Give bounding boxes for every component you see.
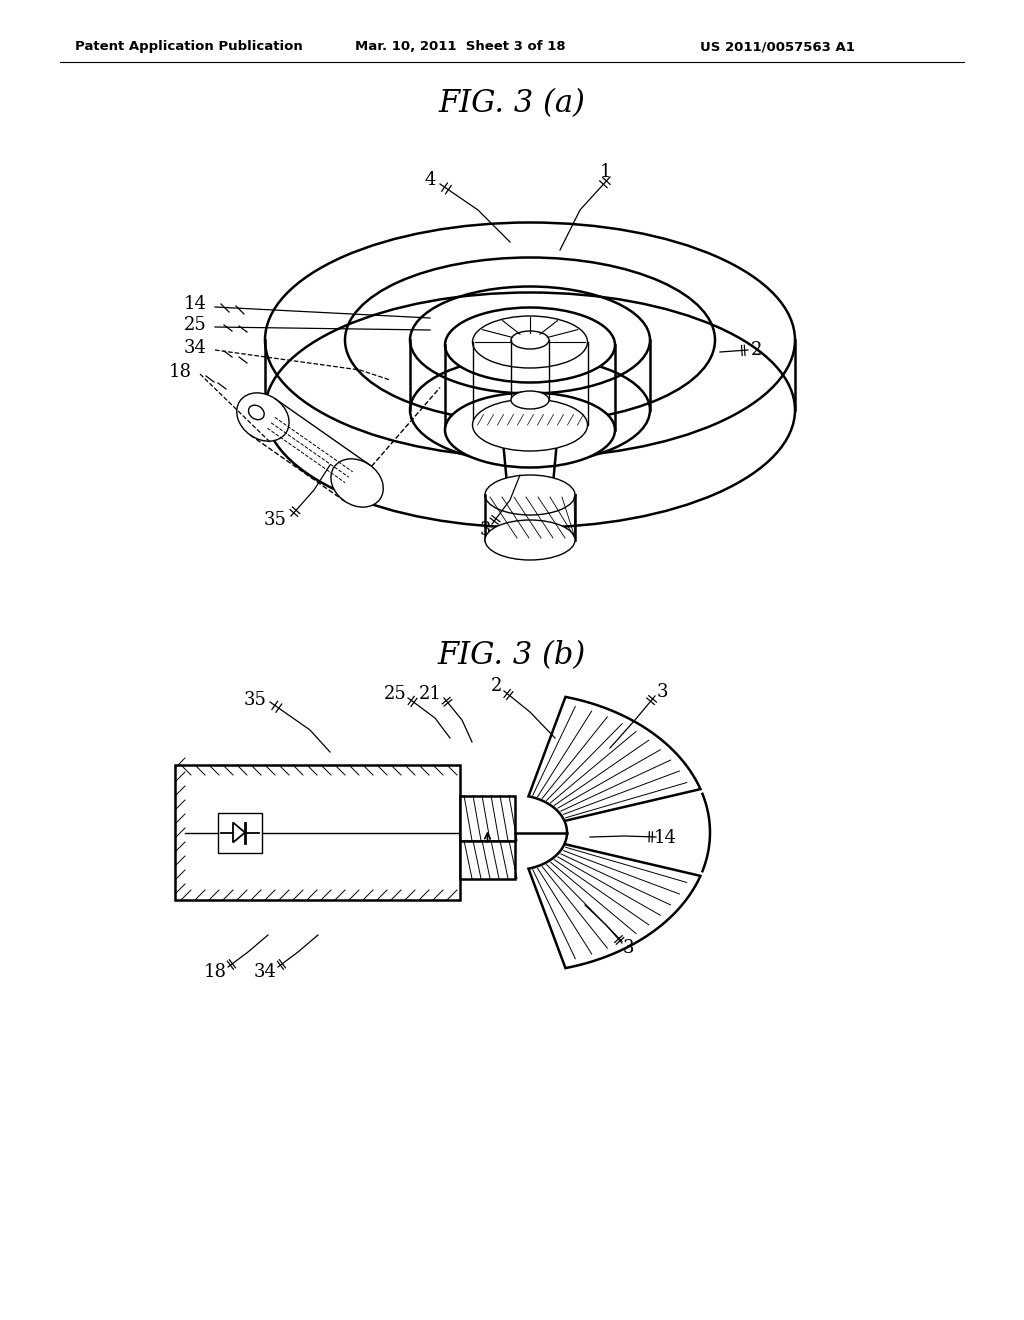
Ellipse shape [511,331,549,348]
Text: 14: 14 [183,294,207,313]
Text: 3: 3 [656,682,668,701]
Text: 25: 25 [384,685,407,704]
Text: 3: 3 [479,521,490,539]
Text: 25: 25 [183,315,207,334]
Ellipse shape [472,315,588,368]
Ellipse shape [445,392,615,467]
Text: Mar. 10, 2011  Sheet 3 of 18: Mar. 10, 2011 Sheet 3 of 18 [355,40,565,53]
Text: 2: 2 [751,341,762,359]
Text: 21: 21 [419,685,441,704]
Bar [175,766,460,900]
Ellipse shape [511,391,549,409]
Polygon shape [528,843,700,968]
Text: 18: 18 [169,363,191,381]
Bar [218,813,262,853]
Text: 3: 3 [623,939,634,957]
Text: 1: 1 [599,162,610,181]
Text: 2: 2 [492,677,503,696]
Text: FIG. 3 (b): FIG. 3 (b) [438,640,586,671]
Text: 14: 14 [653,829,677,847]
Ellipse shape [485,475,575,515]
Text: Patent Application Publication: Patent Application Publication [75,40,303,53]
Ellipse shape [472,399,588,451]
Text: 34: 34 [254,964,276,981]
Text: FIG. 3 (a): FIG. 3 (a) [438,88,586,119]
Text: 34: 34 [183,339,207,356]
Ellipse shape [237,393,289,441]
Ellipse shape [331,459,383,507]
Text: 4: 4 [424,172,435,189]
Polygon shape [528,697,700,821]
Bar [460,796,515,841]
Text: 18: 18 [204,964,226,981]
Text: 35: 35 [244,690,266,709]
Bar [460,841,515,879]
Text: 35: 35 [263,511,287,529]
Text: US 2011/0057563 A1: US 2011/0057563 A1 [700,40,855,53]
Ellipse shape [445,308,615,383]
Ellipse shape [249,405,264,420]
Ellipse shape [485,520,575,560]
